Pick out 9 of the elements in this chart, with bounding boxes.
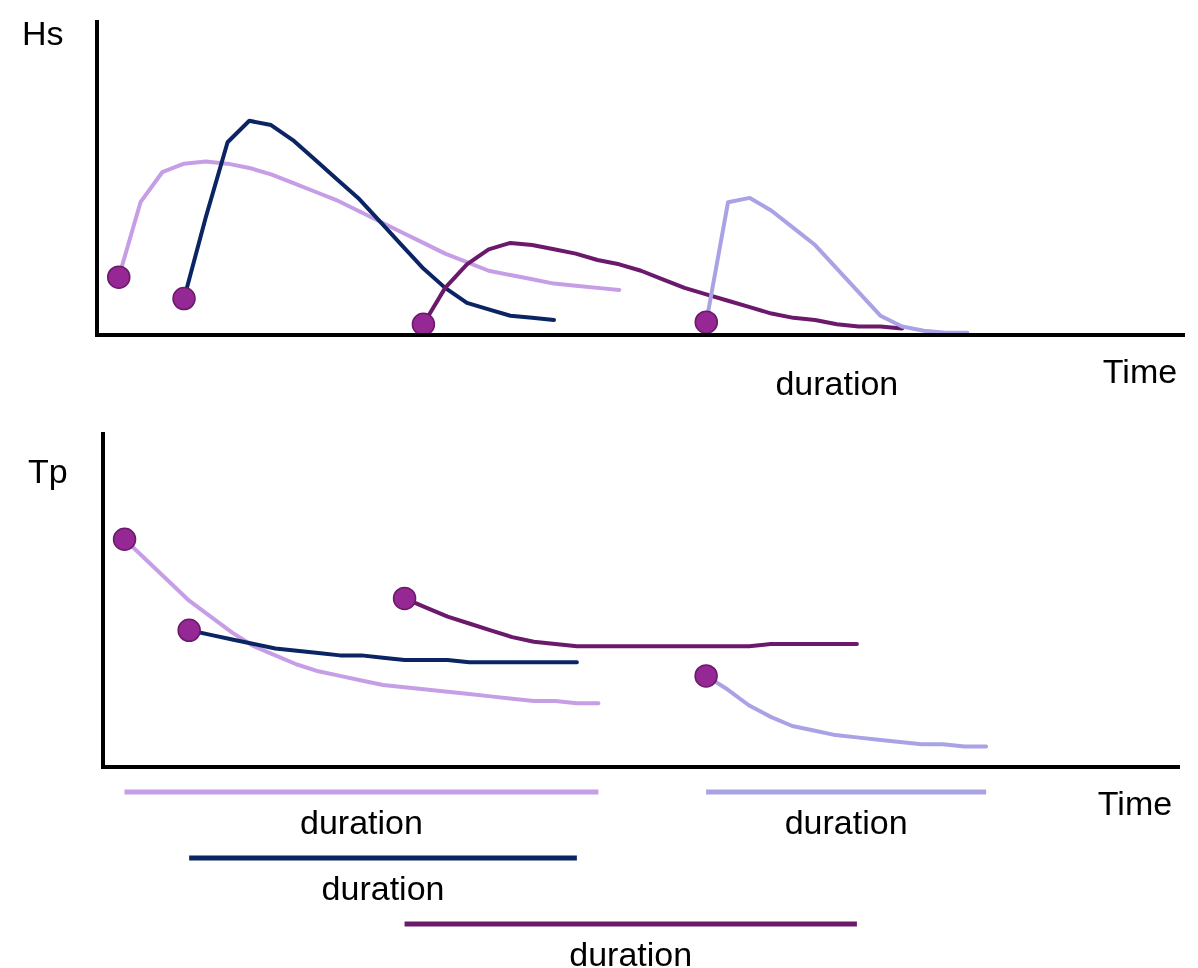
x-axis-title: Time [1102,352,1178,390]
y-axis-title: Hs [22,14,64,52]
text: duration [569,935,693,968]
x-axis-title: Time [1097,784,1173,822]
y-axis-title: Tp [28,452,68,490]
text: duration [300,803,423,841]
text: duration [784,803,908,841]
text: duration [321,869,445,907]
text: duration [775,364,899,402]
